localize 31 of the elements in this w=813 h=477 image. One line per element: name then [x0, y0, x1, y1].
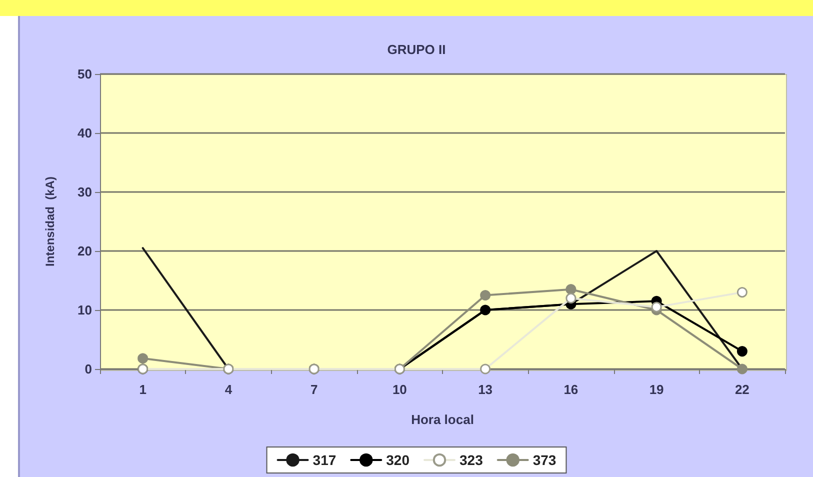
- point: [736, 287, 748, 298]
- legend-label: 373: [532, 452, 556, 468]
- x-tick-label: 13: [478, 382, 493, 397]
- y-tick-label: 30: [78, 184, 92, 200]
- point: [138, 353, 148, 364]
- x-tick-label: 10: [392, 382, 407, 397]
- point: [566, 284, 576, 295]
- x-axis-title: Hora local: [411, 412, 474, 427]
- chart-title: GRUPO II: [387, 42, 446, 57]
- x-tick-label: 19: [649, 382, 664, 397]
- point: [480, 304, 491, 316]
- legend-label: 317: [312, 452, 336, 468]
- y-axis-title: Intensidad (kA): [43, 176, 57, 267]
- point: [566, 292, 576, 304]
- y-tick-label: 10: [78, 302, 92, 318]
- x-tick-label: 7: [310, 382, 318, 397]
- y-tick-label: 0: [84, 362, 92, 376]
- y-tick-label: 50: [78, 66, 92, 82]
- x-tick-label: 16: [564, 382, 578, 397]
- point: [736, 346, 748, 357]
- x-tick-label: 1: [139, 382, 146, 397]
- y-tick-label: 40: [78, 126, 92, 140]
- point: [651, 302, 662, 312]
- legend-label: 320: [386, 452, 410, 468]
- x-tick-label: 22: [734, 382, 750, 397]
- point: [480, 364, 491, 374]
- x-tick-label: 4: [224, 382, 233, 397]
- legend-label: 323: [460, 452, 484, 468]
- point: [736, 364, 748, 374]
- y-tick-label: 20: [78, 244, 92, 258]
- point: [480, 290, 491, 300]
